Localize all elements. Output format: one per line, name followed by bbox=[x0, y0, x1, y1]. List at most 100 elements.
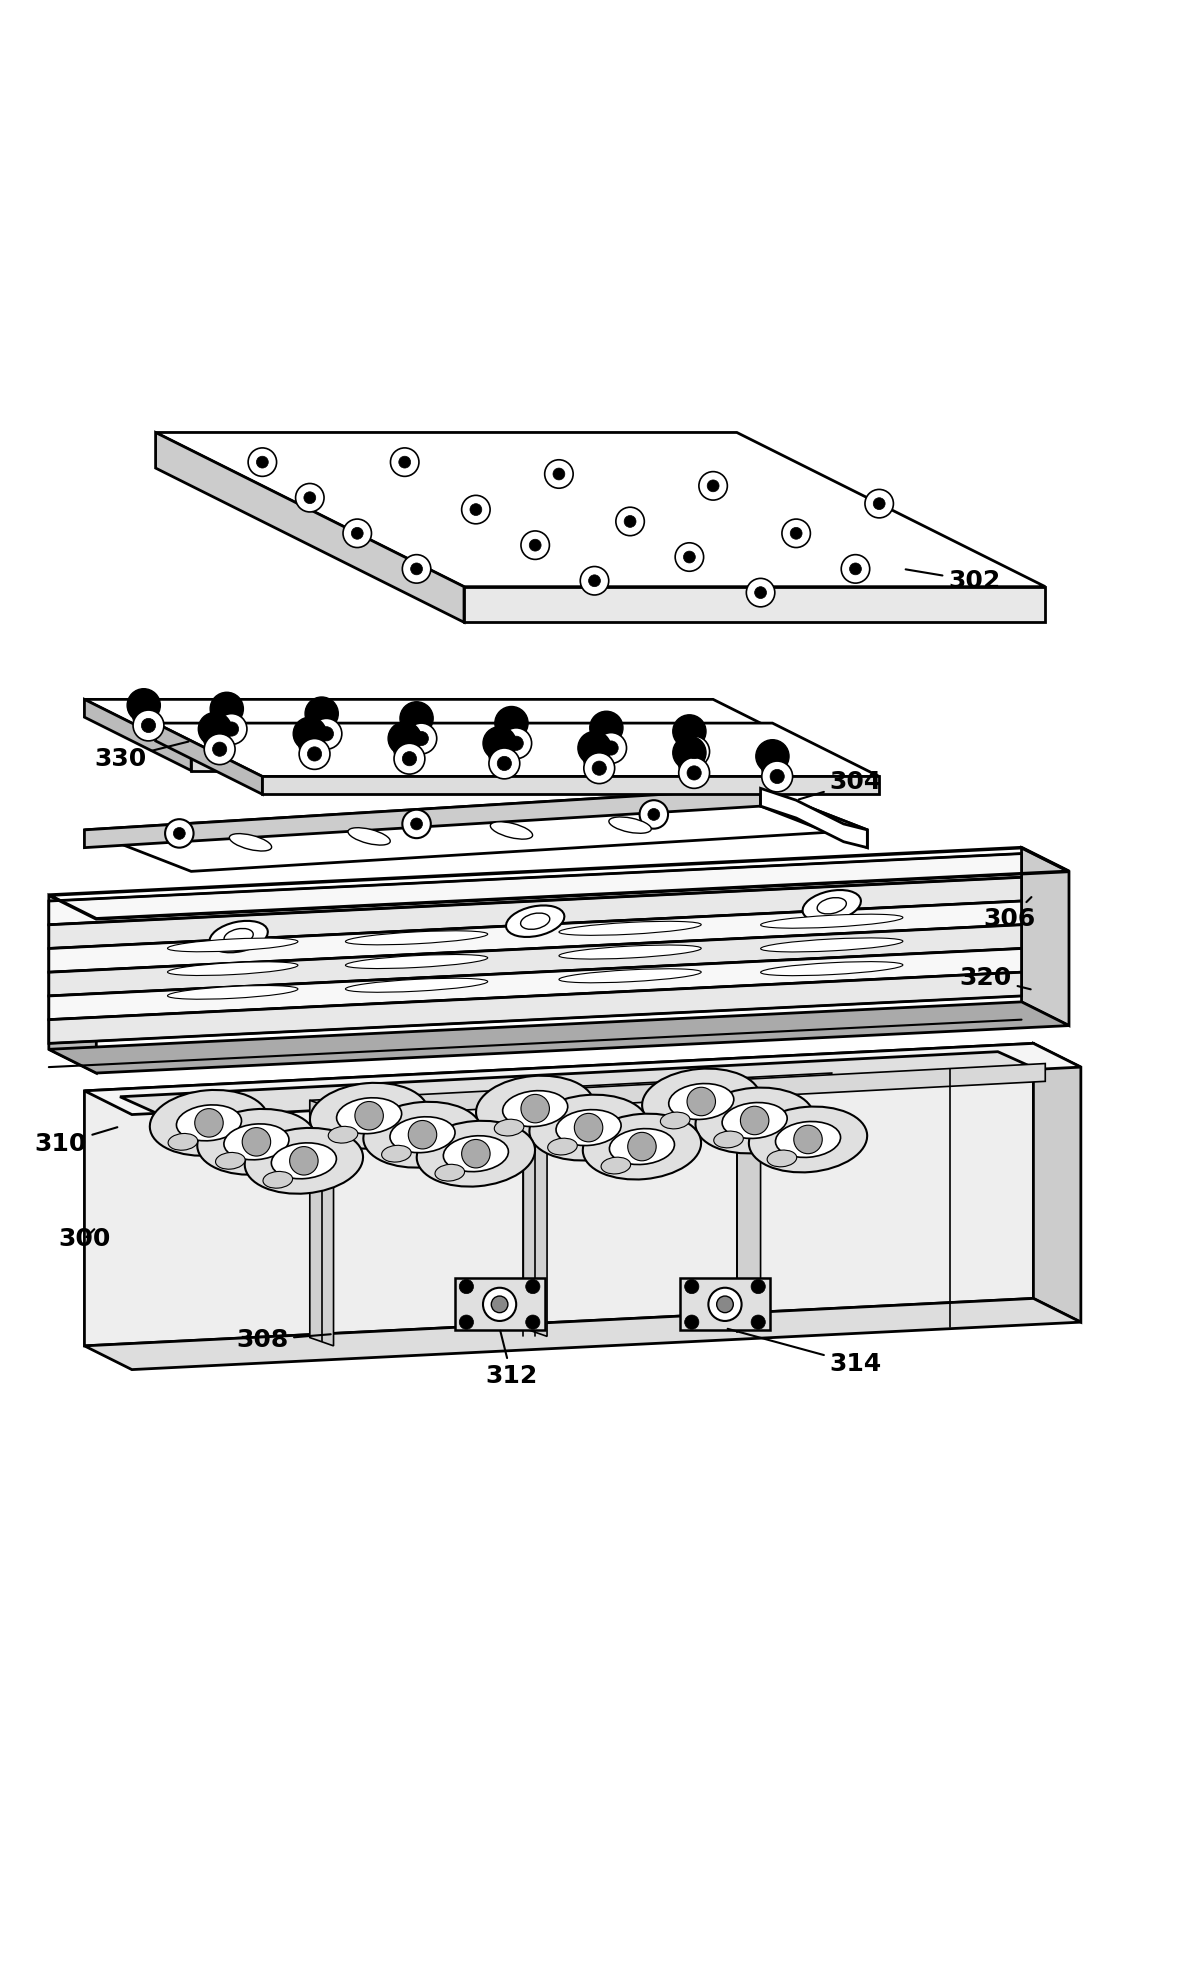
Circle shape bbox=[501, 729, 531, 758]
Circle shape bbox=[521, 531, 549, 560]
Circle shape bbox=[782, 519, 811, 548]
Ellipse shape bbox=[271, 1142, 336, 1178]
Polygon shape bbox=[156, 432, 464, 622]
Circle shape bbox=[497, 756, 511, 770]
Circle shape bbox=[243, 1127, 271, 1156]
Ellipse shape bbox=[364, 1101, 482, 1168]
Circle shape bbox=[699, 471, 728, 501]
Circle shape bbox=[459, 1279, 473, 1293]
Ellipse shape bbox=[761, 962, 902, 976]
Ellipse shape bbox=[443, 1137, 509, 1172]
Circle shape bbox=[296, 483, 325, 513]
Polygon shape bbox=[132, 715, 161, 733]
Polygon shape bbox=[49, 895, 96, 1073]
Polygon shape bbox=[156, 432, 1045, 586]
Ellipse shape bbox=[559, 944, 702, 958]
Polygon shape bbox=[49, 853, 1021, 925]
Ellipse shape bbox=[817, 897, 847, 915]
Circle shape bbox=[394, 742, 424, 774]
Ellipse shape bbox=[476, 1075, 594, 1142]
Circle shape bbox=[526, 1315, 540, 1329]
Ellipse shape bbox=[168, 939, 298, 952]
Polygon shape bbox=[404, 729, 433, 746]
Circle shape bbox=[770, 770, 785, 784]
Ellipse shape bbox=[346, 931, 487, 944]
Polygon shape bbox=[49, 901, 1021, 972]
Polygon shape bbox=[84, 699, 191, 770]
Circle shape bbox=[717, 1297, 734, 1313]
Ellipse shape bbox=[209, 921, 268, 952]
Circle shape bbox=[584, 752, 615, 784]
Circle shape bbox=[312, 719, 341, 748]
Ellipse shape bbox=[310, 1083, 428, 1148]
Ellipse shape bbox=[176, 1105, 241, 1140]
Circle shape bbox=[574, 1113, 603, 1142]
Ellipse shape bbox=[803, 891, 861, 921]
Ellipse shape bbox=[609, 818, 652, 834]
Ellipse shape bbox=[224, 929, 253, 944]
Ellipse shape bbox=[328, 1127, 358, 1142]
Circle shape bbox=[133, 711, 164, 741]
Polygon shape bbox=[191, 752, 820, 770]
Polygon shape bbox=[678, 762, 706, 780]
Text: 320: 320 bbox=[960, 966, 1031, 990]
Ellipse shape bbox=[602, 1156, 630, 1174]
Circle shape bbox=[589, 574, 600, 586]
Polygon shape bbox=[49, 1002, 1069, 1073]
Circle shape bbox=[408, 1121, 436, 1148]
Circle shape bbox=[684, 550, 696, 562]
Polygon shape bbox=[523, 1063, 1045, 1109]
Circle shape bbox=[794, 1125, 823, 1154]
Polygon shape bbox=[761, 766, 789, 784]
Ellipse shape bbox=[346, 978, 487, 992]
Ellipse shape bbox=[503, 1091, 567, 1127]
Circle shape bbox=[388, 723, 421, 754]
Circle shape bbox=[461, 1138, 490, 1168]
Ellipse shape bbox=[435, 1164, 465, 1180]
Polygon shape bbox=[298, 742, 327, 760]
Polygon shape bbox=[310, 1073, 832, 1119]
Circle shape bbox=[640, 800, 668, 830]
Ellipse shape bbox=[336, 1097, 402, 1135]
Circle shape bbox=[673, 715, 706, 748]
Ellipse shape bbox=[224, 1125, 289, 1160]
Ellipse shape bbox=[495, 1119, 524, 1137]
Circle shape bbox=[580, 566, 609, 594]
Polygon shape bbox=[678, 741, 706, 758]
Circle shape bbox=[679, 758, 710, 788]
Circle shape bbox=[791, 527, 803, 539]
Polygon shape bbox=[1021, 847, 1069, 1026]
Polygon shape bbox=[49, 972, 1021, 1043]
Text: 304: 304 bbox=[799, 770, 881, 800]
Circle shape bbox=[747, 578, 775, 606]
Circle shape bbox=[402, 752, 416, 766]
Circle shape bbox=[687, 744, 702, 758]
Ellipse shape bbox=[610, 1129, 674, 1164]
Ellipse shape bbox=[559, 921, 702, 935]
Polygon shape bbox=[84, 788, 761, 847]
Circle shape bbox=[529, 539, 541, 550]
Polygon shape bbox=[499, 733, 528, 750]
Circle shape bbox=[679, 737, 710, 766]
Polygon shape bbox=[120, 1051, 1045, 1119]
Circle shape bbox=[489, 748, 520, 778]
Circle shape bbox=[402, 810, 430, 838]
Circle shape bbox=[195, 1109, 224, 1137]
Polygon shape bbox=[84, 1043, 1081, 1115]
Ellipse shape bbox=[416, 1121, 535, 1186]
Circle shape bbox=[596, 733, 627, 764]
Text: 312: 312 bbox=[485, 1331, 537, 1388]
Polygon shape bbox=[737, 1081, 761, 1327]
Text: 300: 300 bbox=[58, 1228, 111, 1251]
Ellipse shape bbox=[660, 1113, 690, 1129]
Polygon shape bbox=[49, 925, 1021, 996]
Circle shape bbox=[687, 1087, 716, 1117]
Polygon shape bbox=[263, 776, 879, 794]
Circle shape bbox=[390, 447, 419, 477]
Polygon shape bbox=[84, 788, 867, 871]
Ellipse shape bbox=[215, 1152, 245, 1168]
Circle shape bbox=[308, 746, 322, 760]
Circle shape bbox=[294, 717, 327, 750]
Polygon shape bbox=[761, 788, 867, 847]
Circle shape bbox=[741, 1107, 769, 1135]
